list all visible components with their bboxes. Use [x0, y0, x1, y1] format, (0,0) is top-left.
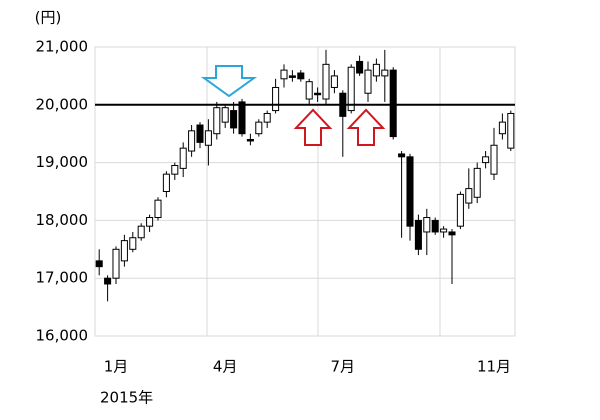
- candle-body: [238, 101, 246, 135]
- candle-body: [490, 144, 498, 175]
- candle-body: [498, 121, 506, 135]
- y-unit: (円): [35, 9, 62, 27]
- x-tick-label: 7月: [331, 358, 356, 376]
- candle-body: [120, 240, 128, 262]
- candle-body: [389, 69, 397, 138]
- y-tick-label: 16,000: [36, 327, 89, 345]
- y-tick-label: 19,000: [36, 153, 89, 171]
- candle-body: [213, 107, 221, 135]
- candle-body: [347, 66, 355, 112]
- candle-body: [448, 231, 456, 236]
- candle-body: [129, 237, 137, 250]
- x-tick-label: 11月: [477, 358, 511, 376]
- plot: [95, 46, 515, 337]
- down-arrow: [200, 65, 258, 98]
- candle-body: [398, 153, 406, 158]
- candle-body: [288, 75, 296, 78]
- candle-body: [171, 164, 179, 175]
- candle-body: [423, 217, 431, 233]
- candle-body: [146, 217, 154, 227]
- up-arrow: [346, 108, 386, 146]
- y-tick-label: 21,000: [36, 38, 89, 56]
- x-tick-label: 1月: [104, 358, 129, 376]
- candle-body: [272, 86, 280, 112]
- candle-body: [188, 130, 196, 152]
- candle-body: [372, 63, 380, 77]
- candle-body: [431, 219, 439, 233]
- candle-body: [414, 219, 422, 250]
- candle-body: [179, 147, 187, 169]
- candle-body: [230, 110, 238, 129]
- candle-body: [381, 69, 389, 77]
- candle-body: [440, 228, 448, 233]
- candle-body: [314, 92, 322, 96]
- candle-body: [221, 107, 229, 123]
- candle-body: [456, 193, 464, 227]
- candle-body: [297, 72, 305, 80]
- y-tick-label: 18,000: [36, 211, 89, 229]
- candle-body: [255, 121, 263, 135]
- y-tick-label: 20,000: [36, 95, 89, 113]
- x-caption: 2015年: [100, 389, 153, 407]
- y-tick-label: 17,000: [36, 269, 89, 287]
- candle-body: [104, 277, 112, 285]
- candle-body: [196, 124, 204, 143]
- candle-body: [305, 81, 313, 100]
- candle-body: [406, 156, 414, 227]
- up-arrow: [293, 108, 333, 146]
- candle-body: [246, 138, 254, 142]
- candle-body: [162, 173, 170, 193]
- candle-body: [95, 260, 103, 268]
- candle-body: [465, 188, 473, 204]
- candle-body: [263, 112, 271, 123]
- plot-frame: [94, 46, 516, 337]
- candle-body: [356, 60, 364, 74]
- candle-body: [330, 75, 338, 88]
- candle-body: [507, 112, 515, 149]
- candle-body: [204, 130, 212, 146]
- candle-body: [322, 63, 330, 100]
- candle-body: [280, 69, 288, 80]
- candle-body: [473, 167, 481, 198]
- candle-body: [137, 225, 145, 239]
- candle-body: [482, 156, 490, 164]
- candle-body: [364, 69, 372, 94]
- candle-body: [112, 248, 120, 279]
- candle-body: [154, 199, 162, 219]
- x-tick-label: 4月: [213, 358, 238, 376]
